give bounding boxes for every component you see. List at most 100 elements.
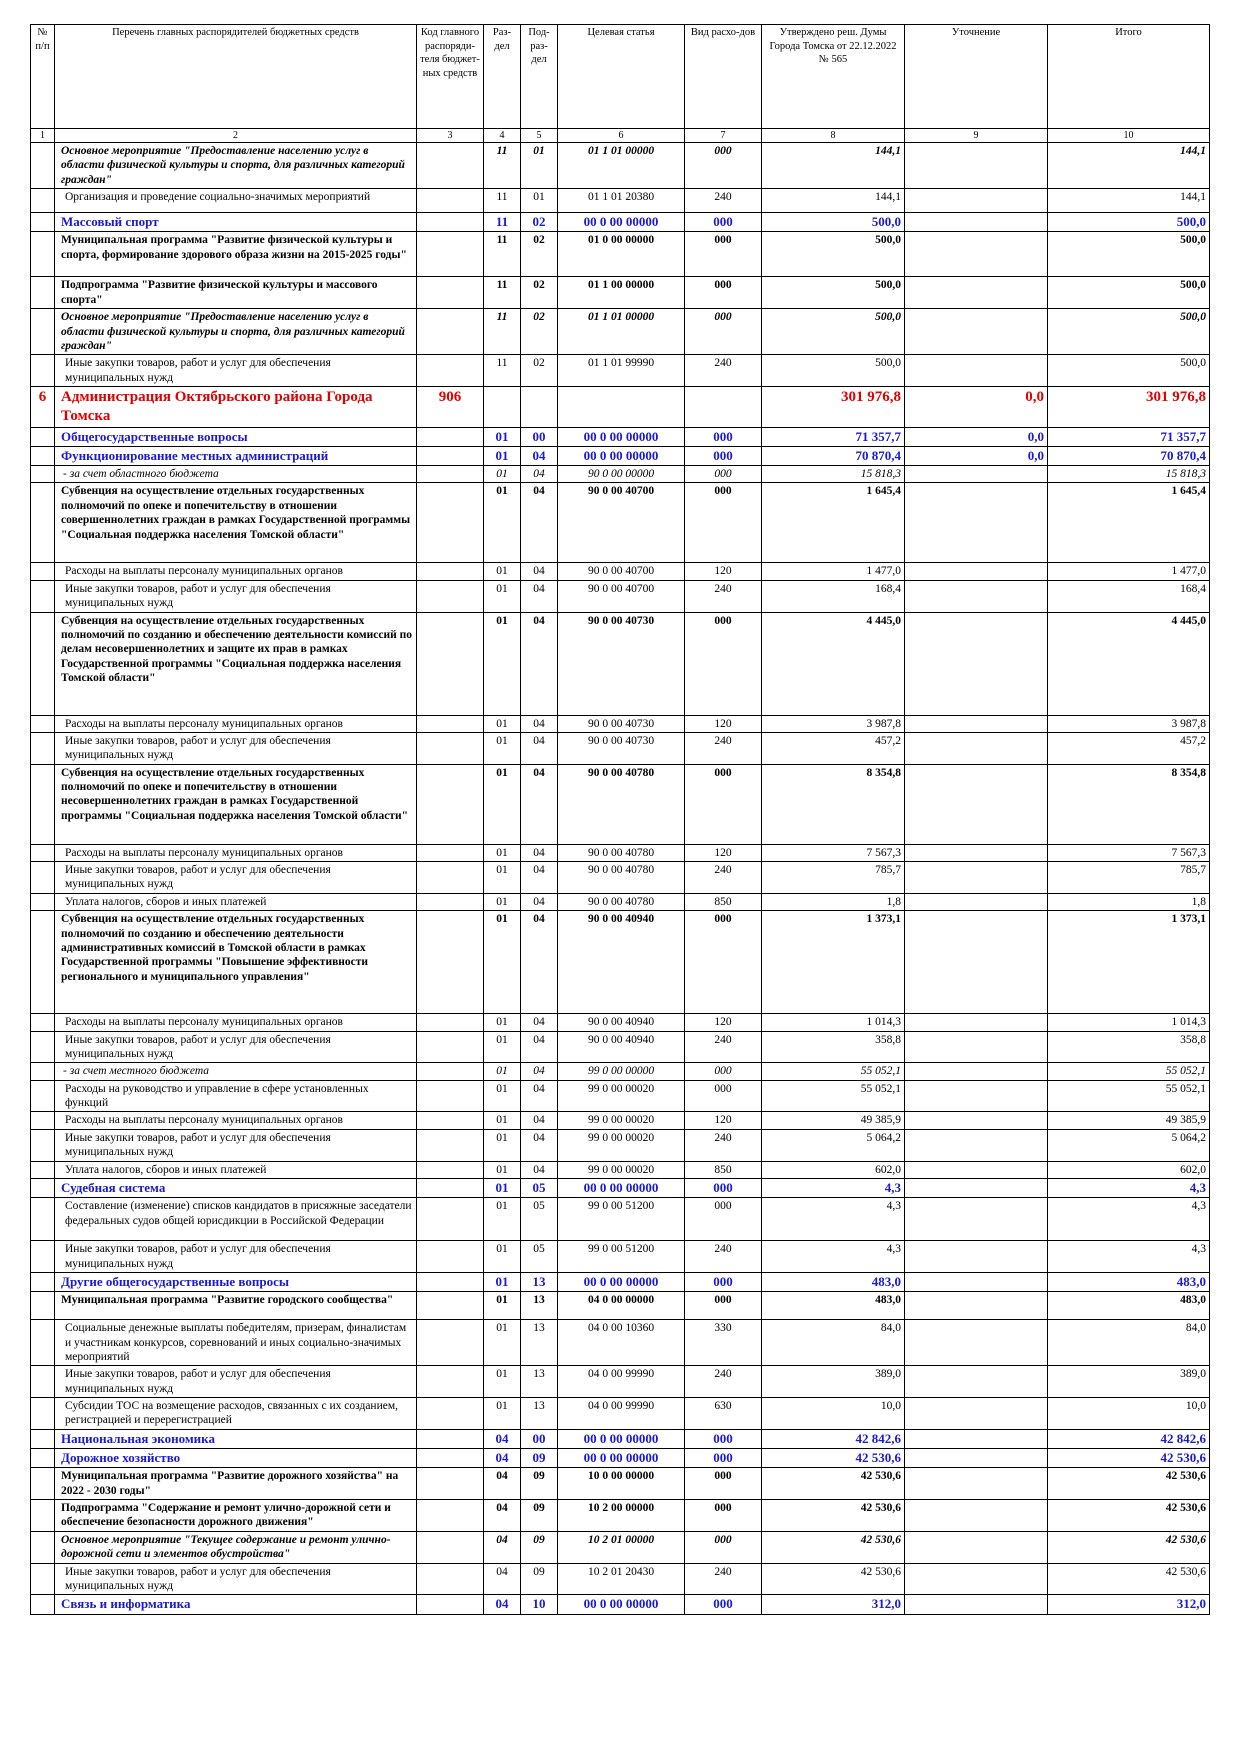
table-row: Составление (изменение) списков кандидат… — [30, 1197, 1210, 1242]
row-podrazdel: 04 — [520, 1111, 558, 1130]
row-total: 500,0 — [1047, 231, 1210, 278]
row-clarify — [904, 910, 1048, 1015]
row-name: Иные закупки товаров, работ и услуг для … — [54, 861, 417, 894]
row-razdel: 01 — [483, 731, 521, 765]
row-article: 00 0 00 00000 — [557, 445, 685, 467]
table-row: Расходы на выплаты персоналу муниципальн… — [30, 1111, 1210, 1130]
row-razdel: 01 — [483, 1197, 521, 1242]
row-vid: 000 — [684, 231, 762, 278]
table-row: Основное мероприятие "Текущее содержание… — [30, 1530, 1210, 1564]
row-code — [416, 231, 484, 278]
row-approved: 42 842,6 — [761, 1428, 905, 1450]
row-code — [416, 445, 484, 467]
row-approved: 144,1 — [761, 141, 905, 190]
row-total: 3 987,8 — [1047, 714, 1210, 733]
row-approved: 785,7 — [761, 861, 905, 894]
row-total: 500,0 — [1047, 212, 1210, 233]
row-approved: 602,0 — [761, 1160, 905, 1179]
table-row: Иные закупки товаров, работ и услуг для … — [30, 1240, 1210, 1273]
row-name: Социальные денежные выплаты победителям,… — [54, 1319, 417, 1367]
row-razdel: 01 — [483, 1240, 521, 1273]
row-vid: 000 — [684, 611, 762, 716]
row-total: 10,0 — [1047, 1397, 1210, 1430]
row-approved: 4 445,0 — [761, 611, 905, 716]
row-podrazdel: 04 — [520, 482, 558, 564]
row-clarify — [904, 611, 1048, 716]
budget-table-page: № п/п Перечень главных распорядителей бю… — [30, 24, 1210, 1615]
row-article: 90 0 00 40700 — [557, 562, 685, 581]
row-podrazdel: 04 — [520, 1079, 558, 1113]
row-total: 500,0 — [1047, 354, 1210, 387]
row-approved: 70 870,4 — [761, 445, 905, 467]
row-code — [416, 1111, 484, 1130]
row-article: 90 0 00 40730 — [557, 611, 685, 716]
row-approved: 358,8 — [761, 1030, 905, 1064]
row-podrazdel: 04 — [520, 910, 558, 1015]
row-total: 70 870,4 — [1047, 445, 1210, 467]
header-total: Итого — [1047, 24, 1210, 129]
row-name: Субвенция на осуществление отдельных гос… — [54, 611, 417, 716]
table-row: Иные закупки товаров, работ и услуг для … — [30, 1562, 1210, 1596]
row-razdel: 01 — [483, 482, 521, 564]
row-code — [416, 714, 484, 733]
row-clarify — [904, 141, 1048, 190]
table-row: Другие общегосударственные вопросы 01 13 00… — [30, 1271, 1210, 1293]
row-number — [30, 861, 55, 894]
row-name: Уплата налогов, сборов и иных платежей — [54, 892, 417, 912]
row-code — [416, 579, 484, 613]
row-clarify — [904, 714, 1048, 733]
row-razdel: 01 — [483, 579, 521, 613]
row-total: 15 818,3 — [1047, 464, 1210, 484]
row-approved: 4,3 — [761, 1197, 905, 1242]
row-approved: 42 530,6 — [761, 1467, 905, 1500]
table-row: Субсидии ТОС на возмещение расходов, свя… — [30, 1397, 1210, 1430]
row-approved: 8 354,8 — [761, 763, 905, 845]
row-number — [30, 763, 55, 845]
row-number — [30, 579, 55, 613]
row-name: Расходы на руководство и управление в сф… — [54, 1079, 417, 1113]
row-code — [416, 843, 484, 863]
row-vid: 000 — [684, 1197, 762, 1242]
row-number — [30, 1594, 55, 1615]
row-podrazdel: 04 — [520, 611, 558, 716]
row-podrazdel: 04 — [520, 843, 558, 863]
row-approved: 15 818,3 — [761, 464, 905, 484]
row-total: 71 357,7 — [1047, 426, 1210, 447]
row-name: Администрация Октябрьского района Города… — [54, 386, 417, 428]
row-razdel: 01 — [483, 1013, 521, 1032]
row-vid: 000 — [684, 910, 762, 1015]
row-code: 906 — [416, 386, 484, 428]
row-clarify — [904, 1397, 1048, 1430]
row-number — [30, 611, 55, 716]
budget-table: № п/п Перечень главных распорядителей бю… — [30, 24, 1210, 1615]
row-name: Муниципальная программа "Развитие дорожн… — [54, 1467, 417, 1500]
row-vid: 240 — [684, 1365, 762, 1398]
row-article: 01 0 00 00000 — [557, 231, 685, 278]
row-clarify: 0,0 — [904, 426, 1048, 447]
row-podrazdel: 04 — [520, 763, 558, 845]
row-razdel: 04 — [483, 1594, 521, 1615]
row-vid: 000 — [684, 426, 762, 447]
row-clarify — [904, 1467, 1048, 1500]
row-clarify — [904, 1365, 1048, 1398]
table-row: Муниципальная программа "Развитие физиче… — [30, 231, 1210, 278]
header-clarify: Уточнение — [904, 24, 1048, 129]
row-number — [30, 1013, 55, 1032]
row-razdel: 11 — [483, 141, 521, 190]
row-number — [30, 1397, 55, 1430]
row-vid: 000 — [684, 141, 762, 190]
row-vid: 000 — [684, 445, 762, 467]
row-name: Составление (изменение) списков кандидат… — [54, 1197, 417, 1242]
row-number — [30, 231, 55, 278]
row-razdel: 04 — [483, 1530, 521, 1564]
table-row: Иные закупки товаров, работ и услуг для … — [30, 1128, 1210, 1162]
row-name: Субвенция на осуществление отдельных гос… — [54, 910, 417, 1015]
row-podrazdel: 05 — [520, 1177, 558, 1199]
table-row: Массовый спорт 11 02 00 0 00 00000 000 500,0 5… — [30, 212, 1210, 233]
row-number — [30, 1240, 55, 1273]
row-article: 99 0 00 00020 — [557, 1111, 685, 1130]
row-name: Национальная экономика — [54, 1428, 417, 1450]
row-razdel: 01 — [483, 892, 521, 912]
row-article: 10 2 01 00000 — [557, 1530, 685, 1564]
row-vid: 120 — [684, 843, 762, 863]
